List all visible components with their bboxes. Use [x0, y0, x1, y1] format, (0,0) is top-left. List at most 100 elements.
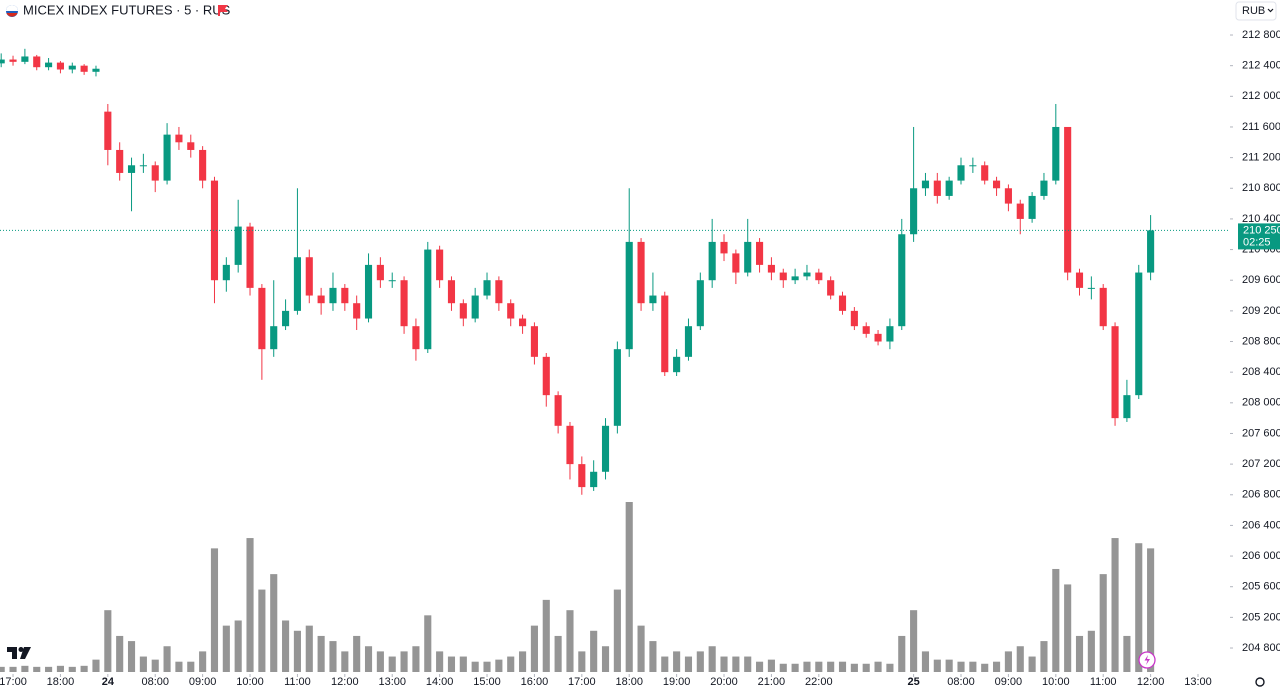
- x-tick-label: 11:00: [284, 676, 311, 688]
- candle-body: [1016, 203, 1024, 219]
- volume-bar: [507, 656, 515, 672]
- volume-bar: [104, 610, 112, 672]
- logo-part: [18, 647, 24, 652]
- candle-body: [305, 257, 313, 296]
- candle-body: [1099, 287, 1107, 327]
- candle-body: [1123, 395, 1131, 419]
- volume-bar: [886, 663, 894, 672]
- currency-button[interactable]: [1235, 1, 1277, 21]
- candle-body: [649, 295, 657, 304]
- volume-bar: [258, 589, 266, 672]
- volume-bar: [412, 646, 420, 672]
- x-tick-label: 21:00: [758, 676, 786, 688]
- candle-body: [1028, 195, 1036, 219]
- candle-body: [756, 241, 764, 265]
- candle-body: [1040, 180, 1048, 196]
- candle-body: [68, 65, 76, 70]
- flag-marker[interactable]: [218, 5, 228, 16]
- settings-button[interactable]: [1255, 677, 1265, 687]
- volume-bar: [1123, 635, 1131, 672]
- candle-body: [388, 280, 396, 282]
- currency-chevron: [1267, 8, 1274, 13]
- y-tick-label: 204 800: [1242, 642, 1280, 654]
- candle-body: [116, 149, 124, 173]
- candle-body: [803, 272, 811, 277]
- volume-bar: [898, 635, 906, 672]
- volume-bar: [862, 663, 870, 672]
- candle-body: [684, 326, 693, 357]
- candle-body: [92, 68, 100, 72]
- y-tick-label: 207 600: [1242, 427, 1280, 439]
- volume-bar: [1028, 656, 1036, 672]
- candle-body: [767, 264, 775, 273]
- volume-bar: [945, 659, 953, 672]
- volume-bar: [21, 665, 29, 672]
- volume-bar: [803, 661, 811, 672]
- candle-body: [779, 272, 787, 281]
- candle-body: [424, 249, 432, 350]
- volume-bar: [364, 646, 373, 672]
- volume-bar: [127, 641, 136, 672]
- volume-bar: [744, 656, 752, 672]
- x-tick-label: 08:00: [947, 676, 975, 688]
- axes-layer: 212 800 212 400 212 000 211 600 211 200 210 8…: [0, 29, 1280, 688]
- volume-bar: [993, 661, 1001, 672]
- candle-body: [127, 165, 136, 173]
- candle-body: [21, 56, 29, 62]
- x-tick-label: 20:00: [710, 676, 738, 688]
- volume-bar: [850, 663, 858, 672]
- volume-bar: [447, 656, 456, 672]
- candle-body: [151, 165, 159, 181]
- logo[interactable]: [7, 647, 31, 659]
- volume-bar: [1040, 641, 1048, 672]
- volume-bar: [1064, 584, 1072, 672]
- volume-bar: [779, 663, 787, 672]
- candle-body: [317, 295, 325, 304]
- candle-body: [258, 287, 266, 350]
- volume-bar: [329, 641, 337, 672]
- y-tick-label: 209 200: [1242, 305, 1280, 317]
- candle-body: [554, 395, 562, 426]
- candle-body: [578, 464, 586, 488]
- candle-body: [104, 111, 112, 150]
- volume-bar: [234, 620, 242, 672]
- volume-bar: [305, 625, 313, 672]
- volume-bar: [199, 651, 207, 672]
- candle-body: [436, 249, 444, 281]
- y-tick-label: 209 600: [1242, 274, 1280, 286]
- x-tick-label: 25: [907, 676, 919, 688]
- volume-bar: [969, 661, 977, 672]
- volume-bar: [827, 661, 835, 672]
- candle-body: [566, 425, 574, 465]
- volume-bar: [341, 651, 349, 672]
- volume-bar: [1075, 635, 1084, 672]
- volume-bar: [910, 610, 918, 672]
- candle-body: [1052, 126, 1060, 181]
- flag-white: [6, 5, 18, 11]
- last-price-label: 210 250: [1243, 224, 1280, 236]
- volume-bar: [282, 620, 290, 672]
- volume-bar: [163, 646, 171, 672]
- x-tick-label: 14:00: [426, 676, 454, 688]
- candle-body: [412, 326, 420, 350]
- x-tick-label: 18:00: [615, 676, 643, 688]
- candle-body: [293, 257, 301, 311]
- y-tick-label: 208 400: [1242, 366, 1280, 378]
- candle-body: [874, 333, 882, 342]
- volume-bar: [56, 665, 64, 672]
- candle-body: [696, 280, 704, 327]
- volume-bar: [1099, 574, 1107, 672]
- volume-bar: [151, 659, 159, 672]
- y-tick-label: 211 200: [1242, 152, 1280, 164]
- candle-body: [270, 326, 278, 350]
- volume-bar: [530, 625, 538, 672]
- x-tick-label: 22:00: [805, 676, 833, 688]
- x-tick-label: 10:00: [1042, 676, 1070, 688]
- candle-body: [495, 280, 503, 304]
- candle-body: [1064, 126, 1072, 273]
- y-tick-label: 210 800: [1242, 182, 1280, 194]
- volume-bar: [519, 651, 527, 672]
- volume-bar: [601, 646, 610, 672]
- candle-body: [163, 134, 171, 181]
